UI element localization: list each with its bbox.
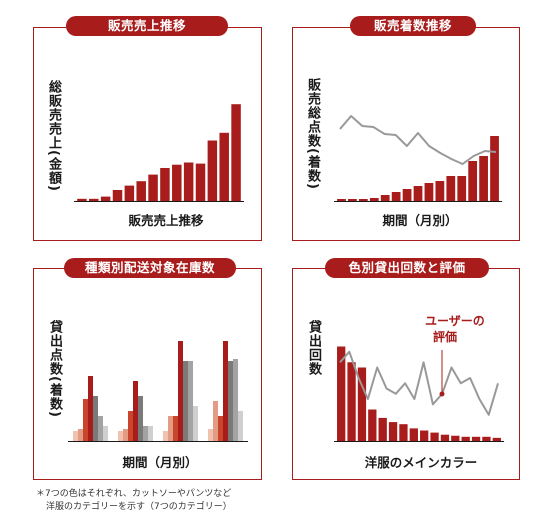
chart2-bar-8 (413, 186, 423, 201)
chart3-group-4-bar-1 (208, 429, 213, 441)
chart4-bar-14 (471, 436, 481, 441)
chart2-bar-4 (369, 198, 379, 201)
chart3-group-4-bar-4 (223, 341, 228, 441)
chart3-y-axis-label: 貸出点数(着数) (47, 320, 62, 418)
chart3-group-1-bar-2 (78, 429, 83, 441)
chart3-group-1-bar-5 (93, 396, 98, 441)
chart2-bar-13 (468, 161, 478, 201)
sales-units-panel (292, 27, 520, 241)
chart2-bar-15 (490, 136, 499, 201)
chart3-group-1-bar-7 (103, 426, 108, 441)
chart4-bar-8 (409, 428, 418, 441)
chart4-bar-15 (482, 436, 491, 441)
chart3-group-3-bar-3 (173, 416, 178, 441)
chart3-group-2-bar-3 (128, 411, 133, 441)
chart1-bar-3 (100, 196, 111, 201)
chart4-title: 色別貸出回数と評価 (325, 258, 489, 278)
chart3-group-4-bar-3 (218, 416, 223, 441)
chart3-group-2-bar-1 (118, 431, 123, 441)
chart3-group-4-bar-5 (228, 361, 233, 441)
chart2-bar-6 (391, 192, 401, 201)
chart3-group-1-bar-6 (98, 416, 103, 441)
chart4-bar-3 (357, 367, 367, 441)
chart3-title: 種類別配送対象在庫数 (64, 258, 236, 278)
chart1-bar-11 (195, 163, 206, 201)
chart1-bar-4 (112, 190, 123, 201)
chart3-x-axis-label: 期間（月別） (122, 455, 198, 470)
chart4-bar-1 (337, 346, 346, 441)
footnote-line-2: 洋服のカテゴリーを示す（7つのカテゴリー） (46, 502, 232, 512)
chart2-y-axis-label: 販売総点数(着数) (305, 78, 320, 190)
chart2-title: 販売着数推移 (350, 16, 476, 36)
chart3-group-2-bar-5 (138, 396, 143, 441)
footnote: ＊7つの色はそれぞれ、カットソーやパンツなど 洋服のカテゴリーを示す（7つのカテ… (36, 488, 232, 514)
annotation-dot (439, 391, 445, 397)
chart4-bar-5 (378, 417, 387, 441)
chart1-bar-1 (77, 198, 87, 201)
chart4-bar-10 (430, 432, 439, 441)
chart3-group-2-bar-6 (143, 426, 148, 441)
footnote-line-1: ＊7つの色はそれぞれ、カットソーやパンツなど (36, 489, 232, 499)
chart1-bar-10 (183, 162, 194, 201)
chart1-bar-8 (160, 168, 170, 201)
chart2-bar-3 (358, 199, 368, 201)
chart3-group-1-bar-3 (83, 399, 88, 441)
chart1-title: 販売売上推移 (66, 16, 228, 36)
chart3-group-2-bar-2 (123, 429, 128, 441)
chart4-bar-16 (492, 437, 501, 441)
chart1-bar-12 (207, 140, 218, 201)
chart2-bar-12 (457, 176, 467, 201)
annotation-line-1: ユーザーの (425, 314, 485, 328)
chart2-bar-5 (380, 195, 390, 201)
chart1-bar-13 (219, 132, 229, 201)
chart2-bar-11 (446, 176, 456, 201)
chart2-bar-7 (402, 189, 412, 201)
chart1-bar-2 (89, 198, 99, 201)
chart3-group-1-bar-4 (88, 376, 93, 441)
user-rating-annotation: ユーザーの 評価 (425, 313, 485, 345)
chart4-y-axis-label: 貸出回数 (306, 320, 321, 376)
annotation-line-2: 評価 (433, 330, 458, 344)
chart4-bar-9 (420, 430, 429, 441)
chart3-group-3-bar-2 (168, 416, 173, 441)
chart1-bar-6 (136, 181, 146, 201)
chart4-bar-13 (461, 436, 470, 441)
chart4-bar-12 (451, 435, 460, 441)
chart4-bar-7 (399, 424, 408, 441)
chart4-line (339, 350, 499, 416)
chart2-bar-1 (337, 199, 346, 201)
chart3-group-4-bar-2 (213, 401, 218, 441)
chart1-bar-5 (124, 185, 135, 201)
chart4-bar-2 (347, 362, 356, 441)
chart3-group-3-bar-5 (183, 361, 188, 441)
chart1-bar-14 (231, 104, 241, 201)
chart1-bar-9 (172, 164, 182, 201)
chart4-bar-4 (368, 409, 377, 441)
chart3-group-3-bar-7 (193, 406, 198, 441)
chart2-bar-2 (348, 199, 357, 201)
chart2-bar-14 (479, 156, 488, 201)
chart4-x-axis-label: 洋服のメインカラー (364, 455, 478, 470)
chart2-bar-10 (435, 181, 445, 201)
color-rentals-panel (292, 268, 520, 480)
chart3-group-3-bar-6 (188, 361, 193, 441)
chart4-bar-6 (388, 422, 398, 441)
chart1-bar-7 (148, 174, 158, 201)
chart3-group-3-bar-4 (178, 341, 183, 441)
chart3-group-3-bar-1 (163, 431, 168, 441)
chart4-bar-11 (440, 434, 450, 441)
chart1-x-axis-label: 販売売上推移 (128, 213, 204, 228)
chart3-group-2-bar-4 (133, 381, 138, 441)
chart3-group-2-bar-7 (148, 426, 153, 441)
chart3-group-4-bar-7 (238, 411, 243, 441)
chart2-line (339, 115, 497, 165)
chart1-y-axis-label: 総販売売上(金額) (46, 80, 61, 192)
chart3-group-1-bar-1 (73, 431, 78, 441)
chart3-group-4-bar-6 (233, 359, 238, 441)
chart2-bar-9 (424, 183, 434, 201)
chart2-x-axis-label: 期間（月別） (382, 213, 458, 228)
